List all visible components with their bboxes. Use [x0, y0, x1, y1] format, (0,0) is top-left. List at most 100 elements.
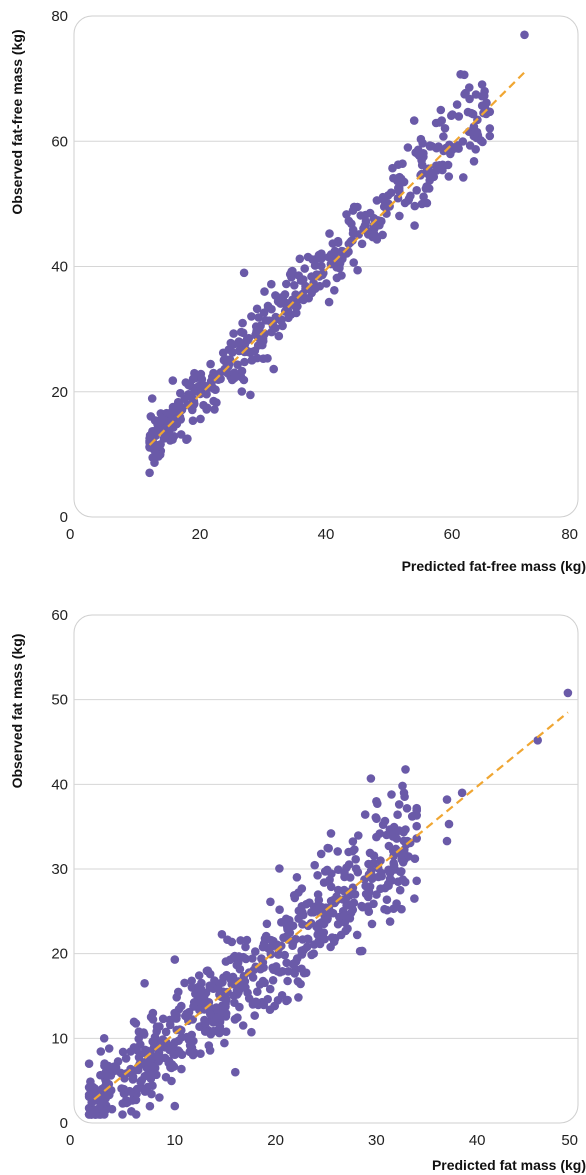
data-point: [282, 958, 291, 968]
y-axis-title: Observed fat-free mass (kg): [9, 29, 25, 214]
data-point: [326, 942, 335, 952]
x-axis-title: Predicted fat-free mass (kg): [402, 558, 586, 574]
data-point: [165, 1059, 175, 1068]
data-point: [444, 819, 454, 829]
data-point: [303, 934, 312, 944]
data-point: [263, 301, 273, 311]
data-point: [140, 1057, 150, 1067]
data-point: [350, 890, 360, 899]
data-point: [533, 736, 542, 745]
data-point: [324, 252, 334, 262]
data-point: [384, 841, 394, 851]
data-point: [410, 854, 420, 863]
data-point: [99, 1034, 109, 1043]
data-point: [255, 334, 264, 343]
data-point: [333, 919, 343, 929]
chart-fat-mass: 0 10 20 30 40 50 60 0 10 20 30 40 50 Predicted fat ma…: [9, 607, 586, 1173]
data-point: [223, 935, 232, 944]
data-point: [282, 279, 291, 289]
data-point: [118, 1047, 128, 1057]
data-point: [342, 210, 351, 219]
data-point: [209, 1026, 218, 1036]
x-tick-label: 50: [561, 1132, 578, 1149]
y-tick-label: 0: [60, 509, 68, 526]
data-point: [175, 401, 184, 410]
data-point: [251, 947, 260, 956]
data-point: [96, 1047, 106, 1056]
data-point: [413, 149, 423, 159]
data-point: [398, 858, 408, 867]
data-point: [145, 431, 155, 440]
data-point: [290, 281, 299, 290]
data-point: [230, 373, 239, 383]
data-point: [265, 984, 275, 994]
data-point: [322, 279, 331, 288]
data-point: [128, 1075, 138, 1084]
data-point: [323, 915, 332, 924]
x-tick-label: 60: [444, 526, 461, 543]
data-point: [270, 1001, 279, 1011]
data-point: [267, 279, 276, 289]
data-point: [563, 688, 573, 698]
data-point: [384, 881, 393, 890]
data-point: [234, 339, 243, 349]
data-point: [215, 1022, 225, 1032]
data-point: [394, 800, 404, 809]
data-point: [335, 259, 345, 268]
data-point: [104, 1044, 114, 1053]
data-point: [460, 70, 469, 80]
data-point: [357, 239, 367, 249]
data-point: [231, 1067, 240, 1077]
data-point: [238, 318, 247, 328]
data-point: [256, 964, 265, 974]
data-point: [299, 968, 309, 978]
data-point: [148, 1015, 158, 1024]
data-point: [307, 272, 316, 281]
data-point: [247, 312, 256, 321]
data-point: [457, 788, 467, 798]
data-point: [195, 991, 205, 1001]
data-point: [339, 249, 349, 259]
data-point: [277, 991, 287, 1000]
data-point: [293, 302, 302, 311]
data-point: [288, 266, 297, 276]
data-point: [217, 930, 227, 939]
data-point: [348, 837, 358, 846]
data-point: [347, 219, 356, 229]
data-point: [263, 354, 272, 363]
data-point: [155, 1022, 164, 1031]
data-point: [234, 988, 243, 997]
data-point: [447, 111, 456, 120]
data-point: [372, 196, 382, 205]
data-point: [102, 1071, 112, 1080]
data-point: [238, 1021, 248, 1030]
data-point: [465, 141, 475, 150]
data-point: [398, 159, 407, 168]
data-point: [233, 360, 242, 370]
data-point: [285, 928, 295, 937]
data-point: [451, 142, 461, 151]
data-point: [442, 836, 452, 846]
data-point: [371, 813, 381, 822]
data-point: [378, 230, 387, 240]
data-point: [292, 873, 302, 882]
y-tick-label: 60: [51, 133, 68, 150]
data-point: [184, 380, 193, 390]
data-point: [240, 357, 249, 367]
data-point: [209, 396, 218, 406]
data-point: [402, 804, 412, 813]
data-point: [399, 827, 408, 837]
data-point: [126, 1047, 135, 1056]
data-point: [230, 998, 239, 1007]
x-tick-label: 40: [469, 1132, 486, 1149]
data-point: [444, 172, 454, 181]
data-point: [145, 1101, 155, 1111]
data-point: [220, 1038, 229, 1048]
data-point: [274, 950, 283, 959]
data-point: [356, 211, 366, 220]
data-point: [196, 1049, 205, 1058]
data-point: [87, 1110, 96, 1119]
data-point: [348, 229, 358, 238]
data-point: [170, 1101, 180, 1111]
data-point: [458, 137, 468, 146]
